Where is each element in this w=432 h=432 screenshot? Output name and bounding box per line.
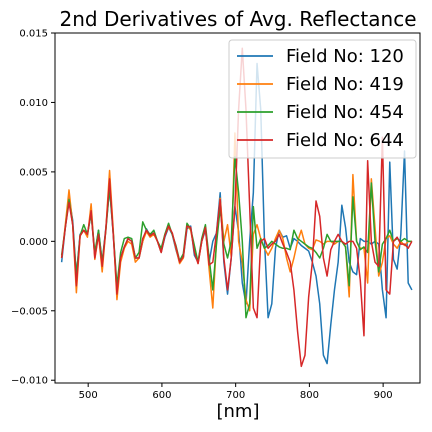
x-axis: 500 600 700 800 900 xyxy=(79,383,393,401)
legend-box xyxy=(228,39,417,159)
x-tick-label: 600 xyxy=(152,390,171,401)
x-tick-label: 700 xyxy=(226,390,245,401)
y-tick-label: −0.005 xyxy=(11,306,48,317)
y-tick-label: 0.005 xyxy=(19,167,48,178)
y-axis: −0.010 −0.005 0.000 0.005 0.010 0.015 xyxy=(11,29,55,387)
x-tick-label: 900 xyxy=(374,390,393,401)
legend-entry-label: Field No: 454 xyxy=(286,102,404,123)
x-tick-label: 500 xyxy=(79,390,98,401)
x-tick-label: 800 xyxy=(300,390,319,401)
legend-entry-label: Field No: 120 xyxy=(286,46,404,67)
x-axis-label: [nm] xyxy=(217,401,260,422)
legend: Field No: 120 Field No: 419 Field No: 454 F… xyxy=(228,39,417,159)
chart-title: 2nd Derivatives of Avg. Reflectance xyxy=(59,7,416,31)
plot-frame xyxy=(54,32,421,384)
y-tick-label: −0.010 xyxy=(11,376,48,387)
series-line-3 xyxy=(60,155,412,319)
legend-entry-label: Field No: 419 xyxy=(286,74,404,95)
y-tick-label: 0.000 xyxy=(19,237,48,248)
y-tick-label: 0.015 xyxy=(19,29,48,40)
y-tick-label: 0.010 xyxy=(19,98,48,109)
legend-entry-label: Field No: 644 xyxy=(286,130,404,151)
